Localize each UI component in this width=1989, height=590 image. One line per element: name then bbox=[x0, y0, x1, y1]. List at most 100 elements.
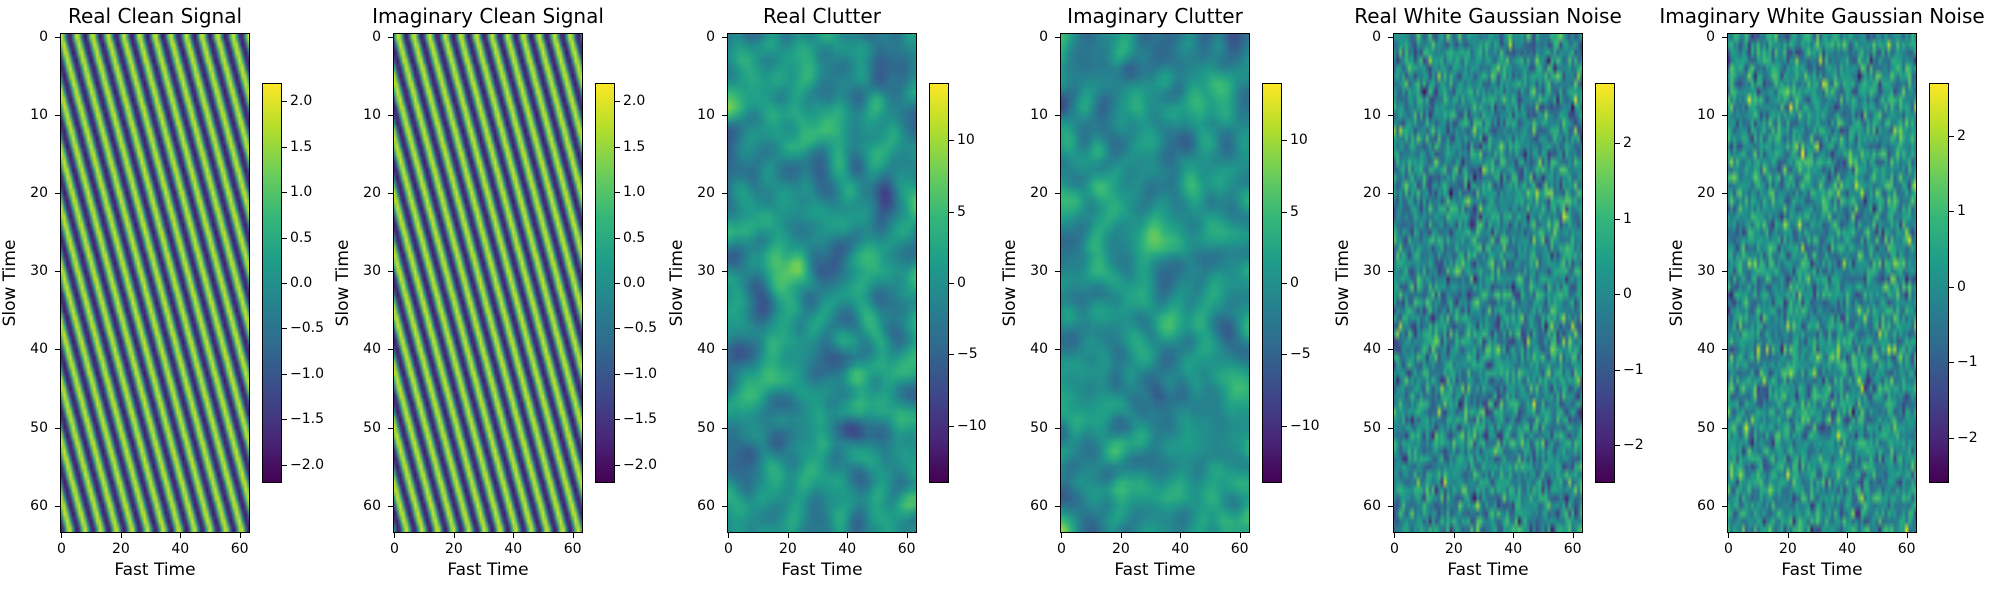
y-tick-label: 30 bbox=[1697, 263, 1715, 280]
colorbar-tick-label: 10 bbox=[957, 132, 975, 149]
colorbar-tick-label: 2 bbox=[1623, 135, 1632, 152]
x-tick-mark bbox=[1513, 533, 1515, 538]
colorbar-tick-label: 1.5 bbox=[290, 138, 313, 155]
y-tick-mark bbox=[55, 193, 60, 195]
y-tick-mark bbox=[1055, 193, 1060, 195]
colorbar-tick-label: 5 bbox=[957, 203, 966, 220]
panel-title: Imaginary White Gaussian Noise bbox=[1659, 4, 1985, 28]
colorbar-tick-mark bbox=[1615, 294, 1620, 296]
y-tick-label: 50 bbox=[1030, 419, 1048, 436]
colorbar-tick-mark bbox=[615, 419, 620, 421]
colorbar-tick-label: −1 bbox=[1623, 361, 1644, 378]
colorbar-tick-mark bbox=[615, 192, 620, 194]
x-tick-mark bbox=[1847, 533, 1849, 538]
colorbar-tick-mark bbox=[1282, 211, 1287, 213]
x-tick-label: 0 bbox=[1057, 541, 1066, 557]
colorbar-tick-label: 0 bbox=[957, 275, 966, 291]
y-tick-label: 40 bbox=[30, 341, 48, 358]
colorbar-tick-mark bbox=[282, 419, 287, 421]
x-axis-label: Fast Time bbox=[1114, 560, 1196, 580]
x-axis-label: Fast Time bbox=[1781, 560, 1863, 580]
y-tick-label: 0 bbox=[1372, 28, 1381, 45]
y-tick-mark bbox=[1055, 505, 1060, 507]
y-tick-label: 40 bbox=[1697, 341, 1715, 358]
y-tick-label: 50 bbox=[30, 419, 48, 436]
colorbar-tick-mark bbox=[949, 211, 954, 213]
y-tick-mark bbox=[55, 505, 60, 507]
heatmap-image bbox=[60, 33, 250, 533]
x-tick-label: 60 bbox=[897, 541, 916, 557]
colorbar-tick-label: 2.0 bbox=[290, 93, 313, 110]
y-tick-mark bbox=[55, 271, 60, 273]
colorbar-tick-label: 2.0 bbox=[623, 93, 646, 110]
y-tick-label: 30 bbox=[1363, 263, 1381, 280]
colorbar-tick-mark bbox=[282, 464, 287, 466]
colorbar-tick-label: −10 bbox=[957, 417, 987, 434]
panel-title: Real Clean Signal bbox=[67, 4, 243, 28]
x-tick-mark bbox=[1728, 533, 1730, 538]
colorbar bbox=[262, 83, 282, 483]
y-tick-mark bbox=[1055, 349, 1060, 351]
x-tick-mark bbox=[513, 533, 515, 538]
colorbar-tick-mark bbox=[949, 354, 954, 356]
x-tick-label: 60 bbox=[563, 541, 582, 557]
colorbar-tick-label: −5 bbox=[957, 346, 978, 363]
colorbar bbox=[1929, 83, 1949, 483]
y-tick-mark bbox=[722, 193, 727, 195]
panel-title: Real Clutter bbox=[763, 4, 881, 28]
colorbar-tick-mark bbox=[282, 192, 287, 194]
colorbar-tick-mark bbox=[1949, 362, 1954, 364]
colorbar bbox=[1262, 83, 1282, 483]
panel-title: Imaginary Clean Signal bbox=[372, 4, 604, 28]
y-tick-label: 0 bbox=[39, 28, 48, 45]
y-tick-label: 10 bbox=[1363, 107, 1381, 124]
y-tick-mark bbox=[388, 427, 393, 429]
y-tick-label: 30 bbox=[363, 263, 381, 280]
plot-frame bbox=[727, 33, 917, 533]
y-tick-label: 20 bbox=[363, 185, 381, 202]
y-tick-label: 30 bbox=[30, 263, 48, 280]
y-tick-mark bbox=[388, 505, 393, 507]
plot-frame bbox=[1393, 33, 1583, 533]
y-tick-mark bbox=[722, 427, 727, 429]
colorbar-tick-label: 1.0 bbox=[623, 184, 646, 201]
colorbar-tick-mark bbox=[1615, 369, 1620, 371]
plot-frame bbox=[1727, 33, 1917, 533]
x-tick-label: 40 bbox=[1171, 541, 1190, 557]
x-axis-label: Fast Time bbox=[781, 560, 863, 580]
colorbar-tick-mark bbox=[1282, 140, 1287, 142]
x-tick-label: 40 bbox=[838, 541, 857, 557]
colorbar-tick-mark bbox=[282, 283, 287, 284]
colorbar-tick-label: −2 bbox=[1623, 437, 1644, 454]
y-tick-label: 20 bbox=[1697, 185, 1715, 202]
x-tick-mark bbox=[61, 533, 63, 538]
x-tick-label: 40 bbox=[171, 541, 190, 557]
y-tick-mark bbox=[1388, 193, 1393, 195]
y-tick-label: 0 bbox=[706, 28, 715, 45]
colorbar-tick-mark bbox=[1949, 286, 1954, 288]
x-tick-label: 40 bbox=[504, 541, 523, 557]
colorbar-tick-label: 0.5 bbox=[290, 229, 313, 246]
y-tick-mark bbox=[1055, 115, 1060, 117]
y-tick-label: 60 bbox=[1697, 497, 1715, 514]
colorbar-frame bbox=[1262, 83, 1282, 483]
y-tick-mark bbox=[55, 427, 60, 429]
y-tick-mark bbox=[55, 115, 60, 117]
x-tick-label: 0 bbox=[390, 541, 399, 557]
y-tick-label: 40 bbox=[697, 341, 715, 358]
colorbar-tick-label: 1 bbox=[1957, 203, 1966, 220]
heatmap-image bbox=[1060, 33, 1250, 533]
y-tick-mark bbox=[1055, 427, 1060, 429]
y-tick-label: 60 bbox=[30, 497, 48, 514]
y-tick-mark bbox=[1722, 36, 1727, 38]
x-tick-label: 0 bbox=[1724, 541, 1733, 557]
colorbar-tick-label: −10 bbox=[1290, 417, 1320, 434]
colorbar-tick-mark bbox=[1615, 143, 1620, 145]
colorbar-tick-label: 0.0 bbox=[623, 275, 646, 291]
heatmap-image bbox=[1727, 33, 1917, 533]
x-tick-label: 0 bbox=[1390, 541, 1399, 557]
y-tick-mark bbox=[1722, 271, 1727, 273]
x-tick-mark bbox=[1453, 533, 1455, 538]
